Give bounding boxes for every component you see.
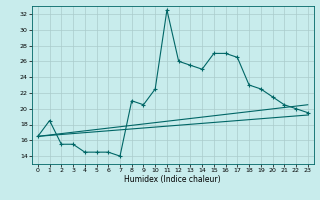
X-axis label: Humidex (Indice chaleur): Humidex (Indice chaleur)	[124, 175, 221, 184]
